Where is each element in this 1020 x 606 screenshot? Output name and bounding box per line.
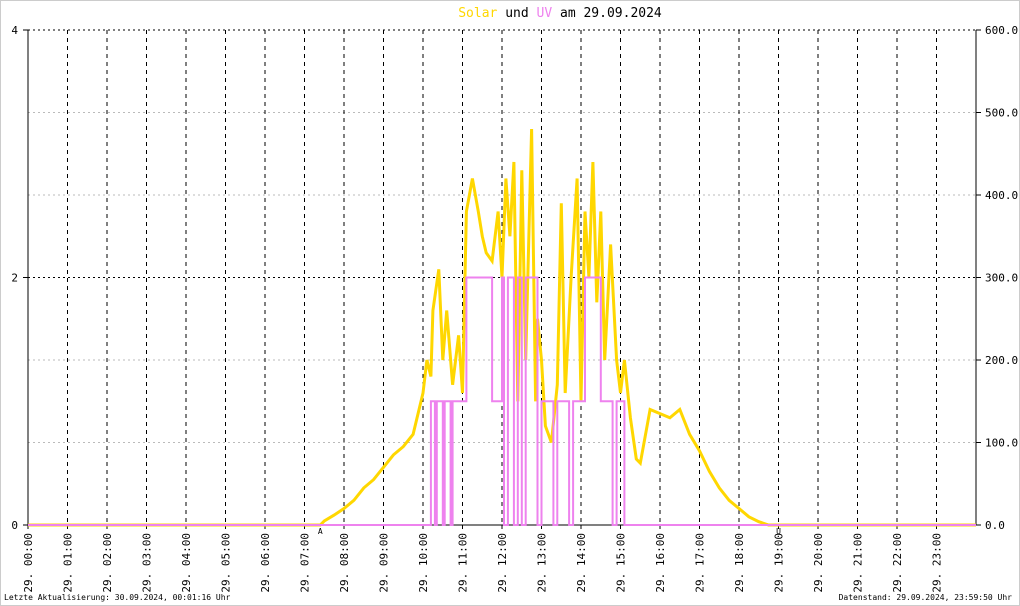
title-uv: UV: [537, 6, 553, 21]
x-tick-label: 29. 23:00: [931, 533, 944, 593]
x-tick-label: 29. 19:00: [773, 533, 786, 593]
y2-tick-label: 600.0: [985, 24, 1018, 37]
y2-tick-label: 200.0: [985, 354, 1018, 367]
y2-tick-label: 400.0: [985, 189, 1018, 202]
x-tick-label: 29. 15:00: [615, 533, 628, 593]
x-tick-label: 29. 16:00: [654, 533, 667, 593]
y2-tick-label: 300.0: [985, 272, 1018, 285]
x-tick-label: 29. 11:00: [457, 533, 470, 593]
x-tick-label: 29. 13:00: [536, 533, 549, 593]
series-line: [28, 276, 976, 526]
x-tick-label: 29. 06:00: [259, 533, 272, 593]
annotation: U: [776, 527, 781, 536]
footer-right: Datenstand: 29.09.2024, 23:59:50 Uhr: [839, 593, 1013, 602]
x-tick-label: 29. 03:00: [141, 533, 154, 593]
y-tick-label: 0: [11, 519, 18, 532]
x-tick-label: 29. 18:00: [733, 533, 746, 593]
annotation: A: [318, 527, 323, 536]
x-tick-label: 29. 10:00: [417, 533, 430, 593]
y2-tick-label: 100.0: [985, 437, 1018, 450]
x-tick-label: 29. 08:00: [338, 533, 351, 593]
x-tick-label: 29. 14:00: [575, 533, 588, 593]
title-word: am 29.09.2024: [560, 6, 662, 21]
x-tick-label: 29. 09:00: [378, 533, 391, 593]
y2-tick-label: 500.0: [985, 107, 1018, 120]
y-tick-label: 4: [11, 24, 18, 37]
chart-title: Solar und UV am 29.09.2024: [458, 6, 662, 21]
series-line: [28, 128, 976, 527]
x-tick-label: 29. 07:00: [299, 533, 312, 593]
x-tick-label: 29. 12:00: [496, 533, 509, 593]
footer-left: Letzte Aktualisierung: 30.09.2024, 00:01…: [4, 593, 231, 602]
x-tick-label: 29. 00:00: [22, 533, 35, 593]
title-solar: Solar: [458, 6, 497, 21]
x-tick-label: 29. 20:00: [812, 533, 825, 593]
x-tick-label: 29. 02:00: [101, 533, 114, 593]
y-tick-label: 2: [11, 272, 18, 285]
title-word: und: [505, 6, 528, 21]
x-tick-label: 29. 04:00: [180, 533, 193, 593]
x-tick-label: 29. 22:00: [891, 533, 904, 593]
x-tick-label: 29. 21:00: [852, 533, 865, 593]
x-tick-label: 29. 05:00: [220, 533, 233, 593]
y2-tick-label: 0.0: [985, 519, 1005, 532]
x-tick-label: 29. 01:00: [62, 533, 75, 593]
x-tick-label: 29. 17:00: [694, 533, 707, 593]
